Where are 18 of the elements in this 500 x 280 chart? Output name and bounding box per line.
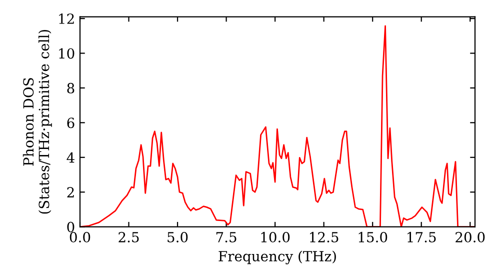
x-tick-label: 0.0 — [70, 232, 90, 242]
x-tick-label: 5.0 — [168, 232, 188, 242]
x-tick-label: 7.5 — [216, 232, 236, 242]
y-tick-label: 4 — [66, 152, 74, 163]
x-tick-label: 17.5 — [408, 232, 436, 242]
y-tick-label: 6 — [67, 118, 74, 128]
x-tick-label: 20.0 — [456, 232, 485, 242]
x-tick-label: 2.5 — [118, 232, 139, 242]
y-tick-label: 10 — [59, 48, 74, 59]
y-tick-label: 12 — [59, 14, 74, 24]
x-tick-label: 15.0 — [358, 232, 388, 242]
x-tick-label: 12.5 — [310, 232, 338, 242]
y-tick-label: 8 — [67, 82, 74, 94]
y-axis-title: Phonon DOS (States/THz·primitive cell) — [22, 30, 52, 214]
x-tick-label: 10.0 — [261, 232, 290, 242]
x-axis-title: Frequency (THz) — [218, 250, 336, 264]
y-tick-label: 2 — [67, 187, 74, 198]
y-tick-label: 0 — [67, 222, 74, 232]
